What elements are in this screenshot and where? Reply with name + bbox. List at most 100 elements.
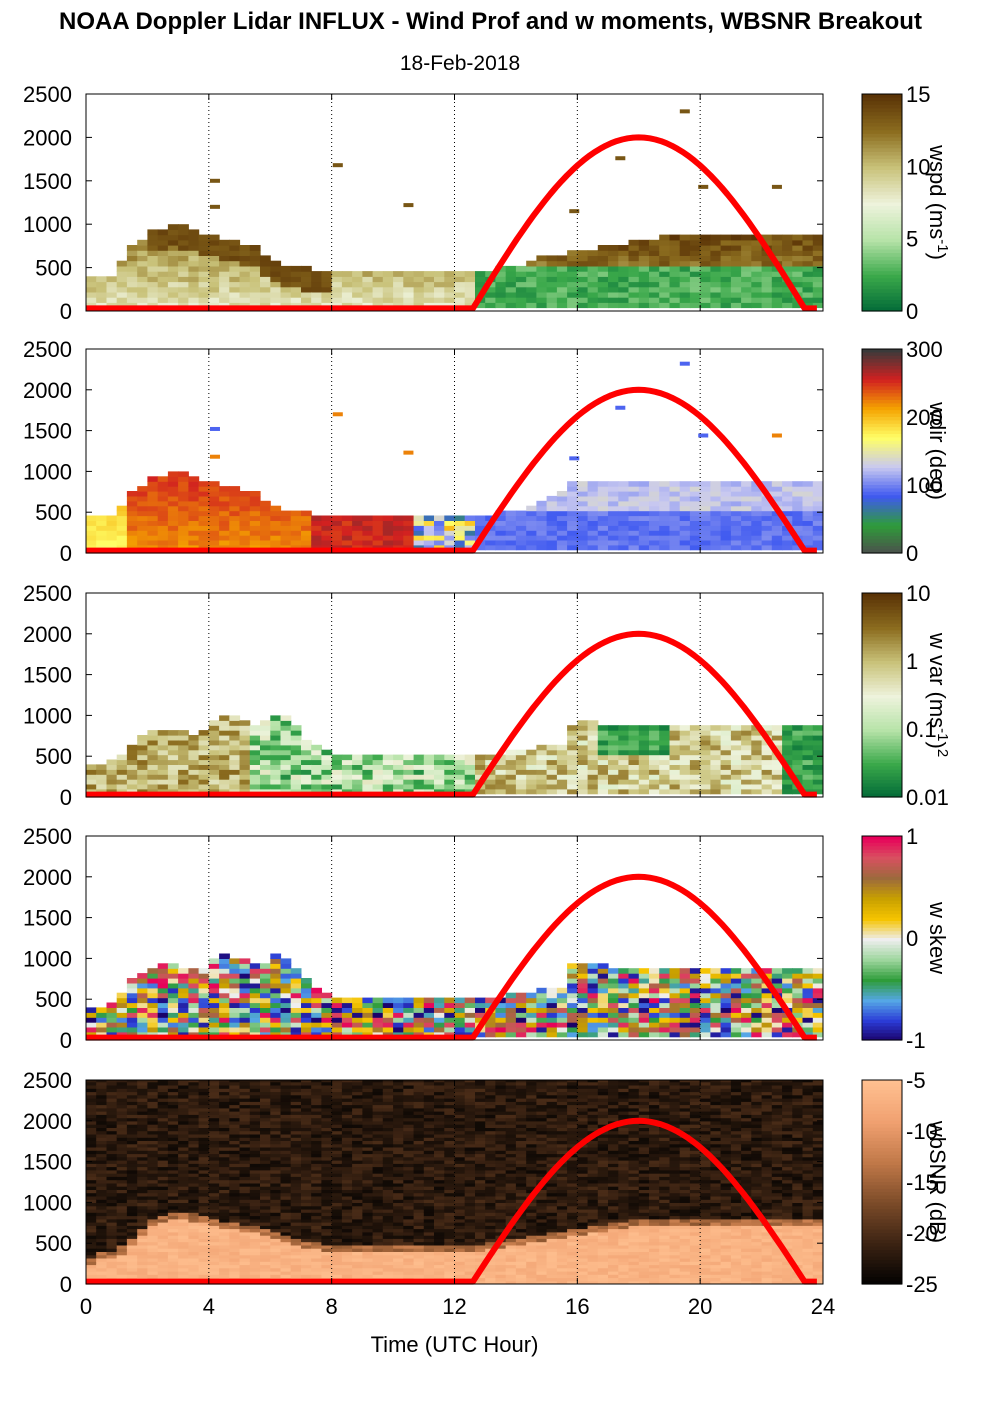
colorbar-segment	[862, 491, 902, 496]
data-cell	[597, 1012, 609, 1018]
data-cell	[444, 544, 456, 551]
data-cell	[208, 544, 220, 551]
data-cell	[741, 764, 752, 770]
snr-cell	[280, 1166, 292, 1171]
snr-cell	[147, 1218, 159, 1223]
data-cell	[239, 505, 251, 512]
snr-cell	[249, 1088, 261, 1093]
data-cell	[96, 1007, 107, 1013]
data-cell	[229, 963, 241, 969]
data-cell	[229, 539, 241, 546]
snr-cell	[229, 1274, 241, 1279]
data-cell	[178, 265, 189, 272]
data-cell	[444, 759, 456, 765]
data-cell	[567, 520, 578, 526]
snr-cell	[199, 1075, 210, 1079]
data-cell	[178, 271, 189, 277]
snr-cell	[260, 1218, 271, 1223]
data-cell	[96, 520, 107, 526]
data-cell	[423, 769, 435, 775]
data-cell	[249, 759, 261, 765]
data-cell	[167, 774, 179, 780]
data-cell	[761, 759, 773, 765]
snr-cell	[106, 1091, 118, 1096]
snr-cell	[280, 1146, 292, 1151]
data-cell	[761, 774, 773, 780]
data-cell	[567, 968, 578, 974]
data-cell	[710, 769, 722, 775]
data-cell	[577, 1031, 589, 1038]
data-cell	[137, 515, 148, 521]
data-cell	[628, 271, 640, 277]
colorbar-segment	[862, 536, 902, 540]
snr-cell	[270, 1199, 282, 1203]
data-cell	[178, 992, 189, 999]
snr-cell	[178, 1192, 189, 1197]
data-cell	[301, 1031, 312, 1038]
snr-cell	[116, 1218, 128, 1223]
colorbar-segment	[862, 162, 902, 167]
data-cell	[239, 281, 251, 288]
data-cell	[393, 297, 404, 303]
data-cell	[239, 250, 251, 256]
data-cell	[362, 291, 374, 298]
data-cell	[812, 759, 823, 765]
data-cell	[331, 754, 343, 761]
snr-cell	[157, 1120, 169, 1125]
data-cell	[188, 739, 200, 746]
colorbar-segment	[862, 1002, 902, 1007]
data-cell	[659, 505, 670, 512]
data-cell	[331, 525, 343, 531]
snr-cell	[116, 1182, 128, 1187]
data-cell	[86, 281, 97, 288]
data-cell	[628, 978, 640, 984]
snr-cell	[260, 1080, 271, 1083]
data-cell	[802, 234, 814, 241]
data-cell	[659, 250, 670, 256]
colorbar-label: w skew	[925, 901, 950, 974]
data-cell	[730, 725, 742, 731]
colorbar-segment	[862, 498, 902, 503]
data-cell	[710, 1017, 722, 1023]
data-cell	[229, 987, 241, 994]
colorbar-segment	[862, 420, 902, 425]
data-cell	[751, 1012, 763, 1018]
colorbar-segment	[862, 151, 902, 157]
snr-cell	[178, 1254, 189, 1259]
snr-cell	[157, 1186, 169, 1190]
data-cell	[270, 505, 282, 512]
data-cell	[137, 739, 148, 746]
data-cell	[638, 520, 650, 526]
data-cell	[126, 535, 138, 541]
snr-cell	[157, 1140, 169, 1145]
snr-cell	[96, 1251, 107, 1256]
data-cell	[331, 276, 343, 283]
data-cell	[649, 749, 660, 756]
colorbar-segment	[862, 148, 902, 153]
snr-cell	[147, 1094, 159, 1099]
colorbar-segment	[862, 999, 902, 1004]
snr-cell	[106, 1143, 118, 1148]
data-cell	[597, 520, 609, 526]
snr-cell	[198, 1267, 210, 1272]
data-cell	[362, 1002, 374, 1008]
data-cell	[587, 749, 599, 756]
data-cell	[659, 302, 670, 309]
data-cell	[761, 486, 773, 492]
data-cell	[188, 286, 200, 293]
data-cell	[741, 744, 752, 751]
snr-cell	[249, 1267, 261, 1272]
data-cell	[710, 1022, 722, 1028]
data-cell	[792, 486, 804, 492]
data-cell	[290, 1007, 302, 1013]
snr-cell	[178, 1146, 189, 1151]
data-cell	[597, 978, 609, 984]
data-cell	[311, 783, 322, 790]
data-cell	[782, 744, 793, 751]
data-cell	[505, 520, 517, 526]
data-cell	[577, 769, 589, 775]
data-cell	[710, 1026, 722, 1033]
data-cell	[270, 749, 282, 756]
data-cell	[730, 1017, 742, 1023]
y-tick-label: 2500	[23, 82, 72, 107]
